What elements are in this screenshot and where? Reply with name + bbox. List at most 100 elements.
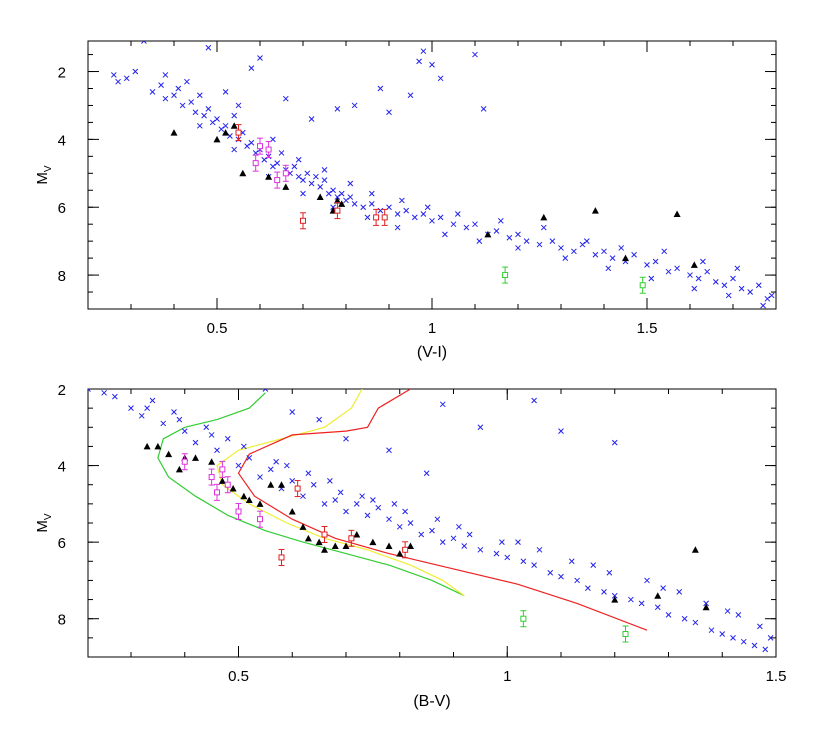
field-star-point bbox=[735, 612, 742, 618]
field-star-point bbox=[274, 160, 281, 166]
triangle-point bbox=[175, 465, 183, 473]
field-star-point bbox=[547, 569, 554, 576]
field-star-point bbox=[757, 623, 763, 630]
field-star-point bbox=[618, 245, 625, 251]
field-star-point bbox=[418, 531, 425, 538]
triangle-point bbox=[282, 183, 290, 190]
field-star-point bbox=[638, 600, 645, 607]
field-star-point bbox=[660, 585, 666, 591]
field-star-point bbox=[364, 512, 371, 519]
triangle-point bbox=[611, 596, 619, 603]
field-star-point bbox=[222, 122, 229, 129]
field-star-point bbox=[719, 631, 726, 637]
triangle-point bbox=[170, 129, 178, 136]
field-star-point bbox=[291, 163, 298, 170]
field-star-point bbox=[176, 416, 183, 423]
field-star-point bbox=[353, 501, 360, 507]
triangle-point bbox=[691, 546, 699, 553]
square-errorbar-point bbox=[265, 141, 272, 159]
field-star-point bbox=[558, 573, 564, 580]
triangle-point bbox=[316, 193, 324, 201]
field-star-point bbox=[351, 200, 358, 207]
field-star-point bbox=[407, 92, 414, 99]
field-star-point bbox=[370, 497, 376, 503]
field-star-point bbox=[691, 285, 698, 292]
field-star-point bbox=[506, 234, 513, 241]
field-star-point bbox=[160, 420, 167, 427]
field-star-point bbox=[574, 577, 580, 584]
field-star-point bbox=[175, 85, 182, 92]
field-star-point bbox=[480, 105, 487, 112]
triangle-point bbox=[304, 534, 312, 542]
field-star-point bbox=[310, 481, 317, 488]
square-errorbar-point bbox=[321, 525, 328, 543]
triangle-point bbox=[484, 230, 492, 238]
triangle-point bbox=[299, 523, 307, 530]
field-star-point bbox=[123, 75, 130, 82]
field-star-point bbox=[257, 474, 263, 480]
field-star-point bbox=[725, 292, 732, 299]
field-star-point bbox=[454, 211, 461, 217]
square-errorbar-point bbox=[235, 124, 242, 142]
field-star-point bbox=[343, 435, 349, 442]
field-star-point bbox=[558, 428, 564, 434]
field-star-point bbox=[304, 170, 311, 177]
field-star-point bbox=[531, 562, 537, 568]
field-star-point bbox=[661, 248, 668, 255]
field-star-point bbox=[437, 75, 444, 82]
triangle-point bbox=[154, 442, 162, 450]
field-star-point bbox=[267, 466, 274, 473]
field-star-point bbox=[466, 531, 473, 538]
plot-frame bbox=[87, 388, 777, 658]
square-errorbar-point bbox=[402, 541, 409, 559]
field-star-point bbox=[558, 245, 564, 251]
x-axis-label: (B-V) bbox=[413, 693, 450, 710]
field-star-point bbox=[278, 150, 285, 156]
field-star-point bbox=[420, 211, 427, 217]
triangle-point bbox=[240, 492, 248, 500]
square-errorbar-point bbox=[294, 480, 301, 498]
field-star-point bbox=[394, 211, 401, 217]
square-errorbar-point bbox=[208, 468, 215, 486]
triangle-point bbox=[333, 196, 341, 204]
square-errorbar-point bbox=[334, 202, 341, 220]
field-star-point bbox=[368, 190, 375, 197]
field-star-point bbox=[313, 173, 319, 180]
field-star-point bbox=[579, 241, 586, 248]
field-star-point bbox=[549, 238, 556, 245]
field-star-point bbox=[605, 265, 612, 272]
field-star-point bbox=[295, 156, 302, 163]
field-star-point bbox=[751, 642, 758, 649]
field-star-point bbox=[257, 55, 263, 61]
panel-top-vi: 0.5 1 1.5 2 4 6 8 (V-I) MV bbox=[34, 40, 777, 361]
field-star-point bbox=[241, 443, 247, 450]
field-star-point bbox=[738, 285, 745, 292]
field-star-point bbox=[101, 389, 107, 396]
field-star-point bbox=[347, 180, 354, 187]
field-star-point bbox=[652, 258, 659, 265]
square-errorbar-point bbox=[502, 266, 509, 284]
triangle-point bbox=[265, 173, 273, 180]
field-star-point bbox=[330, 187, 336, 194]
field-star-point bbox=[497, 217, 504, 224]
field-star-point bbox=[456, 523, 462, 530]
data-layer bbox=[110, 41, 775, 309]
triangle-point bbox=[321, 546, 328, 553]
field-star-point bbox=[214, 447, 220, 454]
field-star-point bbox=[295, 173, 302, 180]
triangle-point bbox=[278, 481, 285, 488]
field-star-point bbox=[386, 447, 392, 454]
field-star-point bbox=[244, 143, 250, 150]
field-star-point bbox=[450, 221, 457, 228]
field-star-point bbox=[359, 493, 365, 500]
field-star-point bbox=[611, 439, 618, 446]
triangle-point bbox=[540, 213, 548, 221]
field-star-point bbox=[442, 231, 448, 238]
triangle-point bbox=[192, 454, 199, 461]
field-star-point bbox=[424, 204, 431, 211]
field-star-point bbox=[499, 539, 505, 545]
field-star-point bbox=[360, 204, 367, 211]
triangle-point bbox=[315, 538, 323, 546]
field-star-point bbox=[504, 554, 511, 561]
triangle-point bbox=[407, 542, 414, 549]
